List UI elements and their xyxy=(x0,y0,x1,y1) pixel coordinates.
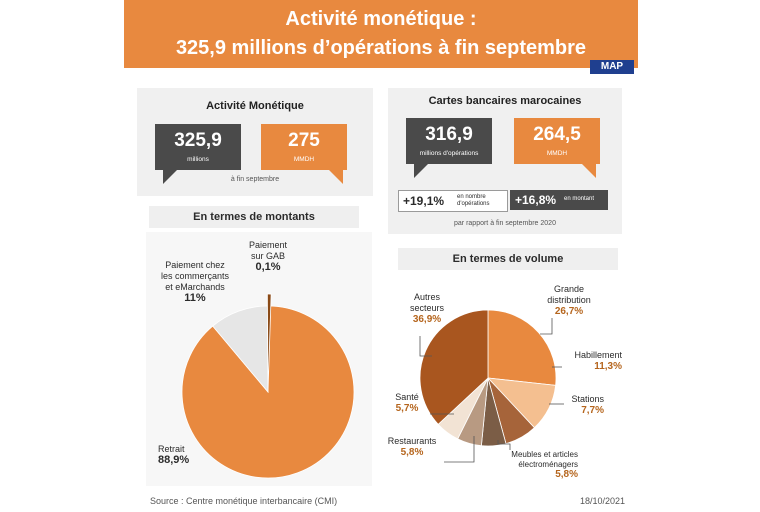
activite-note: à fin septembre xyxy=(230,176,280,183)
activite-ops-value: 325,9 xyxy=(174,130,222,151)
value-sante: 5,7% xyxy=(395,403,419,414)
value-meubles: 5,8% xyxy=(555,469,578,480)
label-meubles-line2: électroménagers xyxy=(518,460,578,469)
activite-amount-unit: MMDH xyxy=(293,156,315,163)
label-retrait: Retrait 88,9% xyxy=(158,444,189,466)
label-autres-line2: secteurs xyxy=(409,303,444,313)
leader-line xyxy=(444,436,475,463)
label-paiement-gab-line2: sur GAB xyxy=(250,251,285,261)
activite-panel: Activité Monétique 325,9 millions 275 MM… xyxy=(137,88,373,196)
cartes-ops-tail xyxy=(414,164,428,178)
label-paiement-commercants: Paiement chez les commerçants et eMarcha… xyxy=(152,260,238,304)
growth-ops-desc-line2: d'opérations xyxy=(457,201,490,207)
activite-ops-box: 325,9 millions xyxy=(155,124,241,170)
label-paiement-commercants-line3: et eMarchands xyxy=(165,282,225,292)
leader-line xyxy=(497,440,511,450)
growth-amount-pct: +16,8% xyxy=(515,193,557,207)
map-logo: MAP xyxy=(590,60,634,74)
label-autres-secteurs: Autres secteurs 36,9% xyxy=(404,292,450,325)
cartes-amount-tail xyxy=(582,164,596,178)
growth-amount-pill: +16,8% en montant xyxy=(510,190,608,210)
cartes-note: par rapport à fin septembre 2020 xyxy=(454,220,556,227)
growth-ops-pill: +19,1% en nombre d'opérations xyxy=(398,190,508,212)
label-restaurants-line1: Restaurants xyxy=(387,436,437,446)
activite-ops-unit: millions xyxy=(187,156,209,163)
label-sante: Santé 5,7% xyxy=(392,392,422,414)
title-banner: Activité monétique : 325,9 millions d’op… xyxy=(124,0,638,68)
activite-amount-tail xyxy=(329,170,343,184)
growth-ops-pct: +19,1% xyxy=(403,194,445,208)
volume-slice-grande-distribution xyxy=(487,309,557,386)
label-paiement-gab-line1: Paiement xyxy=(248,240,288,250)
volume-slice-autres-secteurs xyxy=(419,309,489,425)
cartes-ops-unit: millions d'opérations xyxy=(419,150,479,157)
title-line-1: Activité monétique : xyxy=(285,8,477,30)
label-habillement-line1: Habillement xyxy=(574,350,622,360)
title-line-2: 325,9 millions d’opérations à fin septem… xyxy=(175,37,587,59)
label-stations: Stations 7,7% xyxy=(564,394,604,416)
label-autres-line1: Autres xyxy=(413,292,440,302)
label-paiement-gab: Paiement sur GAB 0,1% xyxy=(240,240,296,273)
date-text: 18/10/2021 xyxy=(580,496,626,506)
activite-amount-value: 275 xyxy=(288,130,320,151)
label-sante-line1: Santé xyxy=(395,392,419,402)
growth-ops-desc: en nombre d'opérations xyxy=(457,194,490,208)
label-paiement-commercants-line1: Paiement chez xyxy=(165,260,225,270)
label-meubles: Meubles et articles électroménagers 5,8% xyxy=(496,450,578,480)
label-gd-line1: Grande xyxy=(553,284,585,294)
montants-slice-paiement-sur-gab xyxy=(266,293,272,393)
label-paiement-commercants-line2: les commerçants xyxy=(160,271,230,281)
value-restaurants: 5,8% xyxy=(400,447,424,458)
growth-amount-desc: en montant xyxy=(564,196,595,202)
value-habillement: 11,3% xyxy=(594,361,622,372)
cartes-amount-box: 264,5 MMDH xyxy=(514,118,600,164)
cartes-ops-value: 316,9 xyxy=(425,124,473,145)
cartes-amount-unit: MMDH xyxy=(546,150,568,157)
value-paiement-commercants: 11% xyxy=(184,292,206,304)
cartes-title: Cartes bancaires marocaines xyxy=(428,95,582,107)
label-meubles-line1: Meubles et articles xyxy=(511,450,578,459)
value-retrait: 88,9% xyxy=(158,454,190,466)
leader-line xyxy=(419,336,432,357)
label-stations-line1: Stations xyxy=(571,394,604,404)
leader-line xyxy=(540,318,553,335)
value-paiement-gab: 0,1% xyxy=(255,261,281,273)
cartes-amount-value: 264,5 xyxy=(533,124,581,145)
growth-ops-desc-line1: en nombre xyxy=(457,194,486,200)
label-grande-distribution: Grande distribution 26,7% xyxy=(538,284,600,317)
cartes-panel: Cartes bancaires marocaines 316,9 millio… xyxy=(388,88,622,234)
source-text: Source : Centre monétique interbancaire … xyxy=(150,496,338,506)
activite-amount-box: 275 MMDH xyxy=(261,124,347,170)
value-gd: 26,7% xyxy=(554,306,584,317)
activite-title: Activité Monétique xyxy=(206,100,304,112)
montants-title: En termes de montants xyxy=(149,206,359,228)
label-restaurants: Restaurants 5,8% xyxy=(384,436,440,458)
label-habillement: Habillement 11,3% xyxy=(560,350,622,372)
activite-ops-tail xyxy=(163,170,177,184)
value-autres: 36,9% xyxy=(412,314,442,325)
volume-title: En termes de volume xyxy=(398,248,618,270)
label-retrait-line1: Retrait xyxy=(158,444,185,454)
montants-slice-retrait xyxy=(181,305,355,479)
value-stations: 7,7% xyxy=(581,405,604,416)
label-gd-line2: distribution xyxy=(547,295,591,305)
cartes-ops-box: 316,9 millions d'opérations xyxy=(406,118,492,164)
